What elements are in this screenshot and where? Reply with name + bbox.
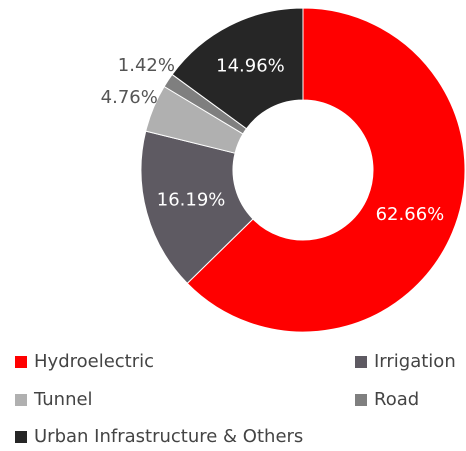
data-label: 14.96% — [216, 56, 285, 77]
legend-label: Irrigation — [374, 351, 456, 372]
data-label: 4.76% — [101, 87, 158, 108]
donut-slice — [171, 7, 304, 130]
legend-label: Road — [374, 389, 419, 410]
legend-swatch — [355, 356, 367, 368]
data-label: 16.19% — [157, 190, 226, 211]
legend-label: Tunnel — [33, 389, 93, 410]
legend-label: Urban Infrastructure & Others — [34, 426, 303, 447]
legend-swatch — [15, 356, 27, 368]
data-label: 62.66% — [376, 204, 445, 225]
legend-swatch — [15, 431, 27, 443]
data-label: 1.42% — [118, 55, 175, 76]
donut-slice — [186, 7, 466, 333]
donut-slice — [140, 130, 254, 285]
legend-swatch — [355, 394, 367, 406]
legend-label: Hydroelectric — [34, 351, 154, 372]
legend-swatch — [15, 394, 27, 406]
